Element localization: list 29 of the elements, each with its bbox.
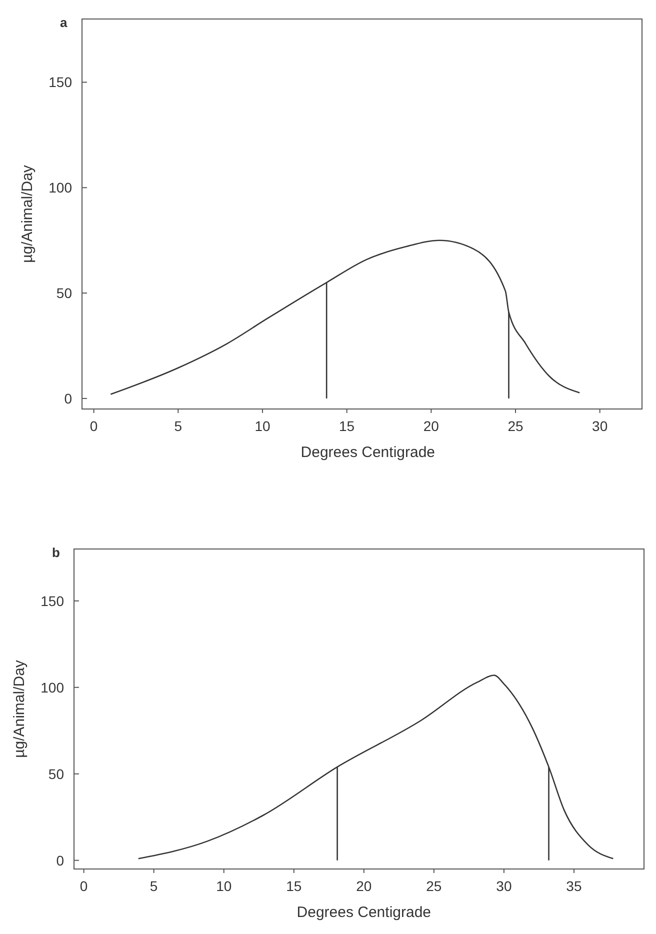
- x-tick-label: 15: [339, 418, 355, 434]
- x-tick-label: 20: [423, 418, 440, 434]
- x-tick-label: 25: [508, 418, 524, 434]
- x-tick-label: 10: [254, 418, 270, 434]
- chart-title: a: [60, 15, 68, 30]
- x-tick-label: 30: [592, 418, 608, 434]
- x-tick-label: 15: [286, 878, 302, 894]
- x-axis-title: Degrees Centigrade: [296, 904, 432, 921]
- y-tick-label: 0: [56, 852, 64, 868]
- y-tick-label: 100: [40, 679, 64, 696]
- x-tick-label: 5: [150, 878, 158, 894]
- x-tick-label: 0: [80, 878, 88, 894]
- y-tick-label: 0: [64, 390, 72, 406]
- x-tick-label: 35: [566, 878, 582, 894]
- y-tick-label: 150: [40, 592, 64, 609]
- x-tick-label: 20: [356, 878, 372, 894]
- x-tick-label: 10: [216, 878, 232, 894]
- chart-title: b: [52, 545, 60, 560]
- y-tick-label: 100: [48, 180, 72, 196]
- x-tick-label: 0: [90, 418, 98, 434]
- y-tick-label: 50: [56, 285, 72, 302]
- x-tick-label: 25: [426, 878, 442, 894]
- y-tick-label: 50: [48, 766, 64, 782]
- x-tick-label: 5: [174, 418, 182, 434]
- x-axis-title: Degrees Centigrade: [300, 444, 436, 461]
- x-tick-label: 30: [496, 878, 512, 894]
- y-axis-title: µg/Animal/Day: [11, 660, 28, 758]
- y-tick-label: 150: [48, 74, 72, 90]
- y-axis-title: µg/Animal/Day: [19, 164, 36, 263]
